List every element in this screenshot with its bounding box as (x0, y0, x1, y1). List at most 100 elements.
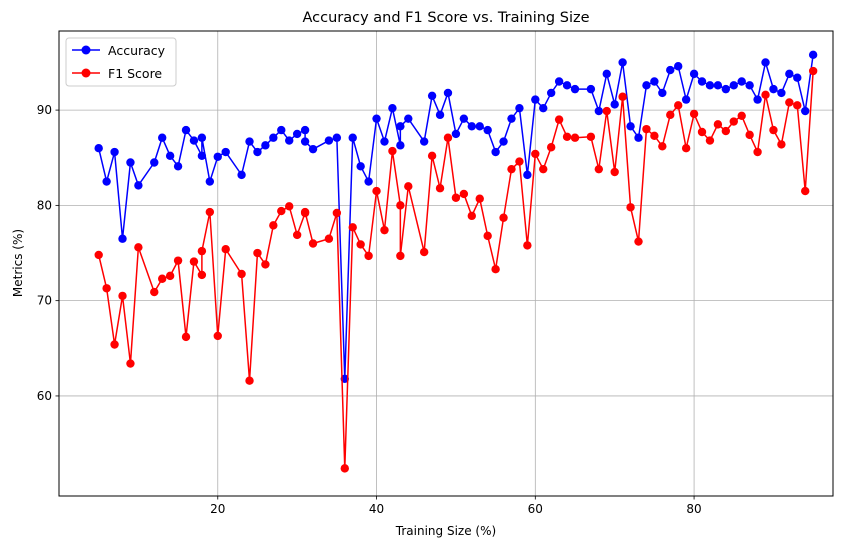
accuracy-point (118, 234, 127, 243)
accuracy-point (697, 77, 707, 86)
accuracy-point (546, 88, 556, 98)
f1-score-point (300, 207, 310, 217)
x-tick-label: 40 (369, 502, 384, 516)
y-tick-label: 70 (37, 294, 52, 308)
accuracy-point (261, 141, 270, 150)
accuracy-point (610, 100, 619, 109)
accuracy-point (165, 151, 175, 161)
f1-score-point (531, 149, 540, 159)
accuracy-point (197, 151, 207, 161)
f1-score-point (769, 125, 778, 135)
x-tick-label: 20 (210, 502, 225, 516)
f1-score-point (205, 207, 215, 217)
f1-score-point (332, 208, 342, 218)
f1-score-point (197, 270, 207, 280)
f1-score-point (729, 117, 738, 126)
accuracy-point (586, 84, 596, 94)
accuracy-point (713, 81, 723, 90)
f1-score-point (546, 143, 556, 152)
f1-score-point (189, 257, 199, 266)
legend-accuracy-label: Accuracy (108, 43, 166, 58)
accuracy-point (110, 147, 119, 157)
f1-score-point (483, 231, 492, 241)
accuracy-point (419, 137, 429, 146)
accuracy-point (531, 95, 540, 104)
accuracy-point (570, 84, 580, 94)
accuracy-point (364, 177, 373, 186)
f1-score-point (324, 234, 334, 243)
accuracy-point (134, 181, 143, 190)
f1-score-point (213, 331, 222, 341)
f1-score-point (737, 111, 746, 121)
f1-score-point (356, 240, 365, 249)
y-axis-label: Metrics (%) (11, 229, 25, 297)
f1-score-point (674, 101, 683, 110)
accuracy-point (658, 88, 667, 98)
accuracy-point (499, 137, 508, 146)
accuracy-point (308, 144, 318, 154)
x-axis-label: Training Size (%) (395, 524, 496, 538)
accuracy-point (721, 84, 731, 94)
accuracy-point (126, 158, 135, 167)
f1-score-point (562, 132, 572, 141)
accuracy-point (300, 125, 310, 135)
f1-score-point (221, 245, 230, 254)
f1-score-point (364, 251, 373, 261)
f1-score-point (197, 246, 207, 256)
accuracy-point (396, 141, 405, 150)
f1-score-point (602, 106, 611, 116)
accuracy-point (253, 147, 262, 157)
f1-score-point (451, 193, 461, 202)
f1-score-point (292, 230, 302, 240)
f1-score-point (277, 206, 286, 216)
f1-score-point (348, 223, 357, 232)
f1-score-point (134, 243, 143, 252)
f1-score-point (499, 213, 508, 222)
f1-score-point (634, 237, 643, 246)
accuracy-point (618, 58, 627, 67)
accuracy-point (483, 125, 492, 135)
plot-area-frame (58, 30, 834, 497)
f1-score-point (705, 136, 715, 145)
series-accuracy (94, 50, 818, 383)
f1-score-point (404, 182, 413, 191)
y-tick-label: 60 (37, 389, 52, 403)
f1-score-point (427, 151, 437, 161)
accuracy-point (475, 122, 484, 131)
f1-score-point (459, 189, 469, 199)
f1-score-point (618, 92, 627, 101)
f1-score-point (118, 291, 127, 301)
f1-score-point (253, 248, 262, 258)
f1-score-point (697, 127, 707, 137)
accuracy-point (380, 137, 389, 146)
accuracy-point (689, 69, 699, 79)
accuracy-point (650, 77, 659, 86)
y-tick-label: 90 (37, 103, 52, 117)
accuracy-point (300, 137, 310, 146)
legend-f1-score-marker (81, 68, 91, 78)
accuracy-point (332, 133, 342, 142)
accuracy-point (189, 136, 199, 145)
f1-score-point (435, 184, 445, 193)
f1-score-point (753, 147, 762, 157)
f1-score-point (396, 201, 405, 210)
accuracy-point (237, 170, 246, 180)
grid-lines (59, 31, 833, 496)
f1-score-point (245, 376, 254, 385)
accuracy-point (761, 58, 770, 67)
x-tick-label: 60 (528, 502, 543, 516)
f1-score-point (150, 287, 159, 297)
accuracy-point (285, 136, 294, 145)
accuracy-point (737, 77, 746, 86)
f1-score-point (491, 265, 500, 274)
accuracy-point (562, 81, 572, 90)
accuracy-point (491, 147, 500, 157)
accuracy-point (753, 95, 762, 104)
accuracy-point (729, 81, 738, 90)
f1-score-point (467, 211, 476, 221)
f1-score-point (285, 202, 294, 211)
accuracy-point (158, 133, 167, 142)
f1-score-point (777, 140, 786, 149)
accuracy-point (681, 95, 691, 104)
